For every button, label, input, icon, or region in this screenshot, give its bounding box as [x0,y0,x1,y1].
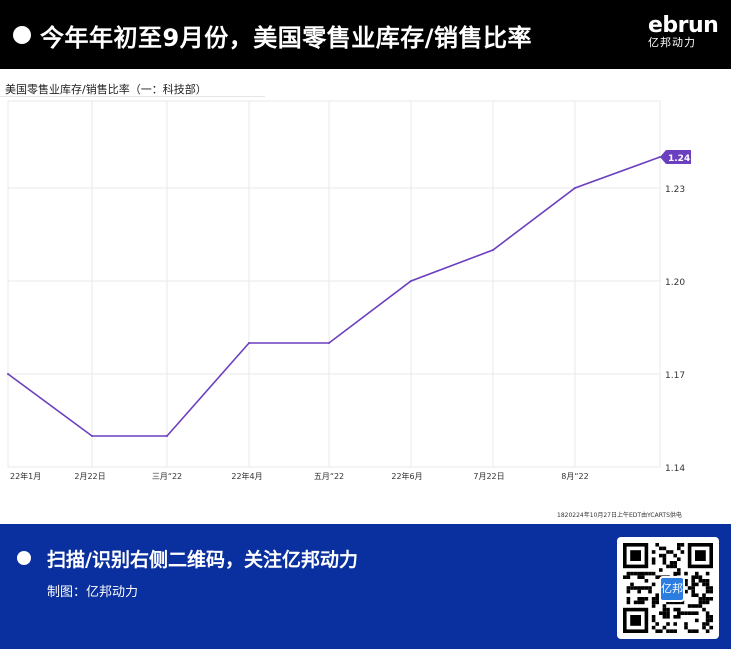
x-tick-label: 7月22日 [473,472,504,481]
x-tick-label: 2月22日 [74,472,105,481]
title-divider [0,96,265,97]
chart-title: 美国零售业库存/销售比率（一：科技部） [5,83,207,96]
y-tick-label: 1.20 [665,278,685,288]
logo-chinese-name: 亿邦动力 [648,36,696,49]
line-chart: 1.14 1.17 1.20 1.23 22年1月 2月22日 三月“22 22年4月 五月“2… [7,100,691,481]
header-bar: 今年年初至9月份，美国零售业库存/销售比率 ebrun 亿邦动力 [0,0,731,69]
data-point [166,435,168,437]
data-point [91,435,93,437]
data-point [410,280,412,282]
last-value-label: 1.24 [668,154,690,164]
series-line [7,156,661,437]
y-tick-label: 1.17 [665,371,685,381]
page-title: 今年年初至9月份，美国零售业库存/销售比率 [40,24,532,52]
x-tick-label: 22年6月 [391,471,422,481]
footer-subtitle: 制图：亿邦动力 [47,585,139,600]
footer-title: 扫描/识别右侧二维码，关注亿邦动力 [47,549,358,571]
plot-frame [7,100,661,468]
y-tick-label: 1.14 [665,464,685,474]
ebrun-logo: ebrun 亿邦动力 [648,13,719,50]
y-tick-label: 1.23 [665,185,685,195]
data-point [248,342,250,344]
last-value-flag [660,150,691,164]
x-tick-label: 22年1月 [10,471,41,481]
qr-logo-badge: 亿邦 [659,576,685,602]
data-point [7,373,9,375]
x-tick-label: 22年4月 [231,471,262,481]
data-point [328,342,330,344]
logo-wordmark: ebrun [648,13,719,38]
x-tick-label: 8月“22 [561,472,588,481]
bullet-icon [13,26,31,44]
footer-bullet-icon [17,551,31,565]
x-tick-label: 五月“22 [314,472,344,481]
footer-bar [0,524,731,649]
data-point [492,249,494,251]
x-tick-label: 三月“22 [152,472,182,481]
source-note: 1820224年10月27日上午EDT由YCARTS供电 [557,512,682,519]
data-point [574,187,576,189]
